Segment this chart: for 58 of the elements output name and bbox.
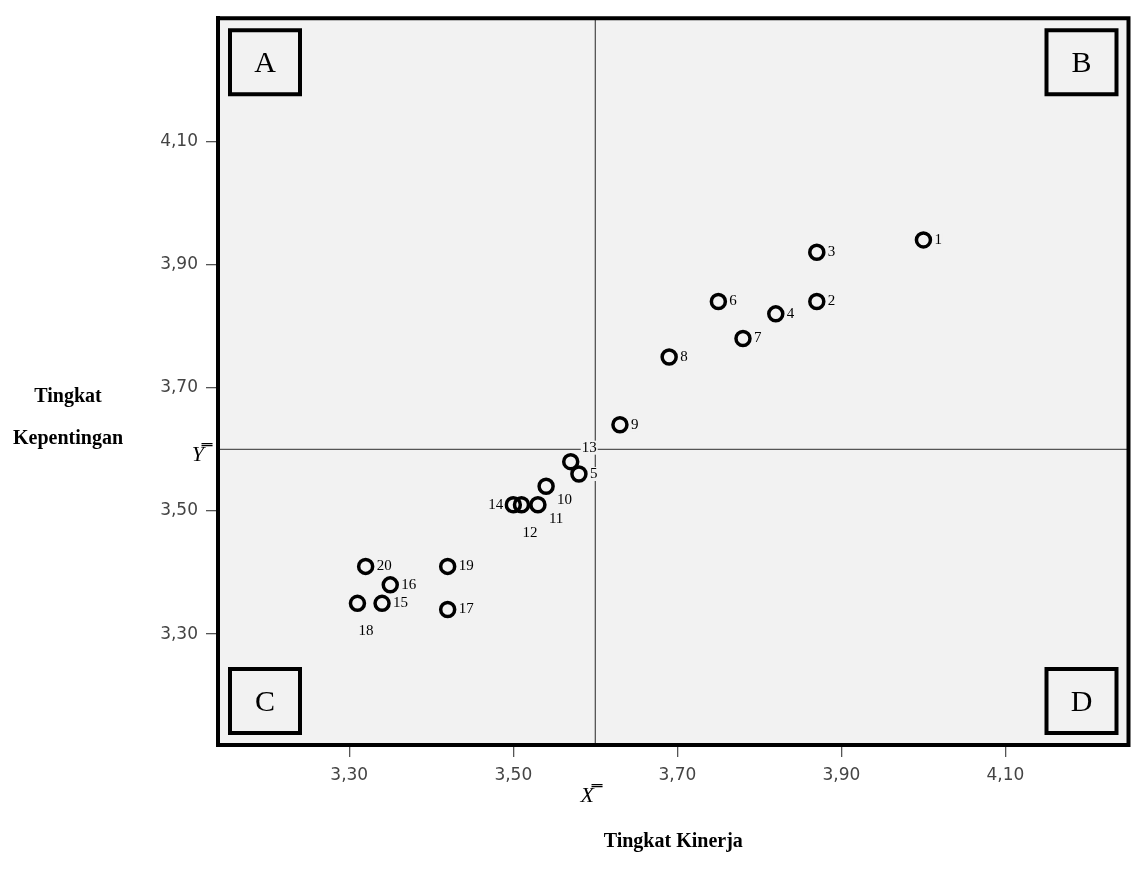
point [808, 243, 826, 261]
annotation: 20 [376, 557, 392, 574]
annotation: 1 [934, 230, 942, 247]
annotation: A [254, 45, 277, 79]
x-tick-label: 4,10 [986, 763, 1025, 784]
annotation: 16 [401, 575, 417, 592]
y-tick-label: 3,30 [160, 622, 198, 643]
annotation: 6 [729, 292, 738, 309]
annotation: 4 [786, 304, 795, 321]
point [504, 496, 523, 514]
x-tick-label: 3,50 [494, 763, 533, 784]
annotation: 13 [581, 438, 597, 455]
point [709, 292, 728, 311]
annotation: 7 [753, 329, 762, 346]
annotation: 19 [458, 557, 474, 574]
point [438, 600, 457, 619]
x-axis-title: Tingkat Kinerja [603, 829, 743, 853]
point [808, 292, 826, 311]
point [767, 305, 785, 323]
point [734, 329, 752, 348]
annotation: 8 [680, 347, 688, 364]
ref-line-label: Y̿ [191, 441, 213, 467]
point [381, 576, 400, 594]
y-axis-title: Tingkat Kepentingan [12, 384, 124, 450]
annotation: 11 [548, 509, 564, 526]
annotation: 2 [827, 292, 836, 309]
y-tick-label: 3,70 [160, 376, 198, 397]
point [914, 231, 933, 249]
annotation: 9 [630, 415, 639, 432]
point [529, 496, 547, 514]
annotation: 14 [488, 495, 504, 512]
annotation: 15 [393, 594, 409, 611]
point [561, 452, 580, 471]
point [611, 415, 629, 434]
y-tick-label: 3,50 [160, 499, 198, 520]
y-tick-label: 4,10 [160, 129, 198, 150]
annotation: C [254, 683, 276, 717]
annotation: 17 [458, 600, 475, 617]
annotation: 12 [522, 523, 538, 540]
point [537, 477, 555, 496]
point [348, 594, 367, 613]
x-tick-label: 3,30 [330, 763, 369, 784]
x-tick-label: 3,70 [658, 763, 697, 784]
annotation: 5 [589, 464, 598, 481]
point [438, 557, 457, 576]
point [660, 348, 678, 366]
annotation: 18 [358, 622, 374, 639]
point [373, 594, 391, 613]
point [512, 496, 531, 514]
y-tick-label: 3,90 [160, 252, 198, 273]
x-tick-label: 3,90 [822, 763, 861, 784]
point [570, 465, 588, 483]
annotation: 10 [557, 491, 573, 508]
annotation: B [1071, 45, 1092, 79]
annotation: 3 [827, 243, 836, 260]
ref-line-label: X̿ [579, 781, 604, 807]
point [356, 557, 375, 576]
annotation: D [1070, 683, 1093, 717]
